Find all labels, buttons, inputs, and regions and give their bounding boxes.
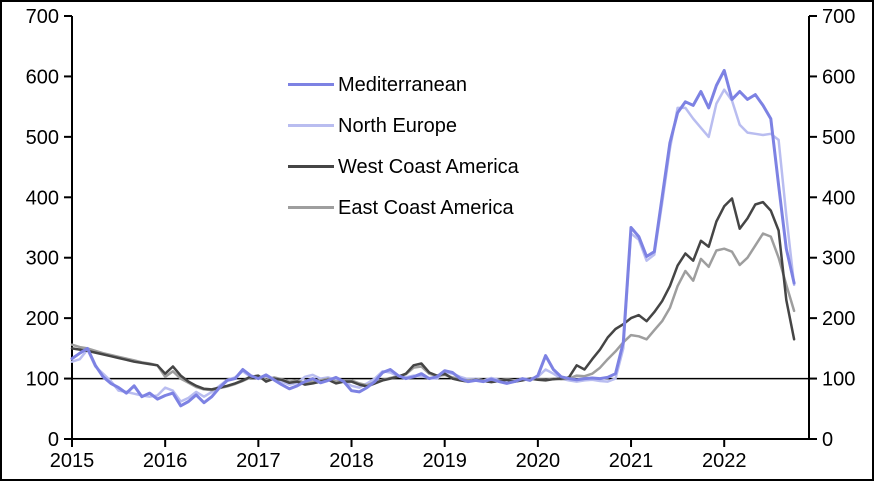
x-axis-label: 2022 bbox=[702, 450, 747, 472]
mediterranean-line-swatch bbox=[288, 83, 334, 86]
y-axis-label-left: 100 bbox=[26, 369, 59, 391]
east-coast-america-line-swatch bbox=[288, 206, 334, 209]
y-axis-label-right: 400 bbox=[822, 187, 855, 209]
y-axis-label-left: 700 bbox=[26, 6, 59, 28]
y-axis-label-right: 300 bbox=[822, 248, 855, 270]
x-axis-label: 2020 bbox=[516, 450, 561, 472]
legend-item-east-coast-america: East Coast America bbox=[288, 187, 519, 228]
series-line-west-coast-america bbox=[70, 197, 796, 391]
y-axis-label-right: 100 bbox=[822, 369, 855, 391]
legend-label: North Europe bbox=[338, 114, 457, 137]
legend-label: West Coast America bbox=[338, 155, 519, 178]
series-line-mediterranean bbox=[70, 68, 796, 408]
legend-label: Mediterranean bbox=[338, 73, 467, 96]
y-axis-label-right: 0 bbox=[822, 429, 833, 451]
north-europe-line-swatch bbox=[288, 124, 334, 127]
y-axis-label-left: 0 bbox=[48, 429, 59, 451]
y-axis-label-right: 500 bbox=[822, 127, 855, 149]
west-coast-america-line-swatch bbox=[288, 165, 334, 168]
y-axis-label-right: 700 bbox=[822, 6, 855, 28]
x-axis-label: 2018 bbox=[329, 450, 374, 472]
x-axis-label: 2015 bbox=[50, 450, 95, 472]
x-axis-label: 2021 bbox=[609, 450, 654, 472]
legend-item-west-coast-america: West Coast America bbox=[288, 146, 519, 187]
series-line-east-coast-america bbox=[70, 232, 796, 392]
y-axis-label-left: 300 bbox=[26, 248, 59, 270]
y-axis-label-right: 600 bbox=[822, 66, 855, 88]
x-axis-label: 2019 bbox=[422, 450, 467, 472]
y-axis-label-left: 500 bbox=[26, 127, 59, 149]
x-axis-label: 2017 bbox=[236, 450, 281, 472]
y-axis-label-left: 200 bbox=[26, 308, 59, 330]
legend-item-mediterranean: Mediterranean bbox=[288, 64, 519, 105]
legend: Mediterranean North Europe West Coast Am… bbox=[288, 64, 519, 228]
x-axis-label: 2016 bbox=[143, 450, 188, 472]
legend-label: East Coast America bbox=[338, 196, 514, 219]
y-axis-label-right: 200 bbox=[822, 308, 855, 330]
y-axis-label-left: 400 bbox=[26, 187, 59, 209]
legend-item-north-europe: North Europe bbox=[288, 105, 519, 146]
y-axis-label-left: 600 bbox=[26, 66, 59, 88]
